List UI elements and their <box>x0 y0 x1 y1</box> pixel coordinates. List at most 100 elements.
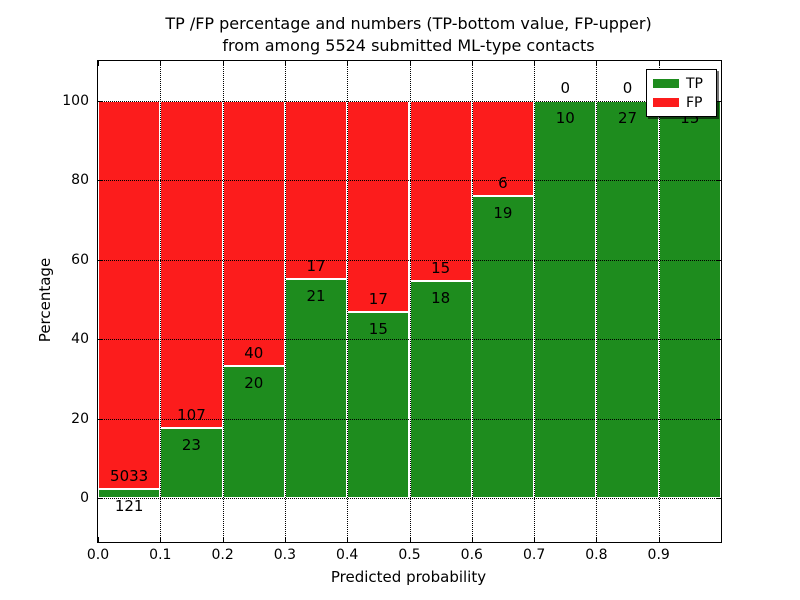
fp-count-label: 107 <box>177 405 206 424</box>
fp-count-label: 0 <box>622 78 633 97</box>
tp-bar-bin-0 <box>98 488 161 499</box>
x-tick-label: 0.4 <box>336 547 359 563</box>
y-tick-right <box>716 498 721 500</box>
legend-swatch-tp <box>653 79 679 88</box>
fp-bar-bin-1 <box>160 100 223 428</box>
tp-count-label: 10 <box>555 108 575 127</box>
chart-title-line2: from among 5524 submitted ML-type contac… <box>222 36 595 55</box>
x-axis-label: Predicted probability <box>330 568 487 586</box>
tp-bar-bin-4 <box>347 311 410 499</box>
x-tick-top <box>596 61 598 66</box>
x-tick-top <box>471 61 473 66</box>
y-tick-right <box>716 339 721 341</box>
x-tick-label: 0.8 <box>585 547 608 563</box>
x-tick <box>160 537 162 542</box>
chart-title-line1: TP /FP percentage and numbers (TP-bottom… <box>165 14 652 33</box>
x-tick <box>222 537 224 542</box>
x-tick <box>596 537 598 542</box>
y-tick-label: 40 <box>71 331 89 348</box>
fp-count-label: 6 <box>498 174 508 193</box>
legend-swatch-fp <box>653 98 679 107</box>
tp-count-label: 27 <box>618 108 638 127</box>
tp-count-label: 19 <box>493 204 513 223</box>
y-tick-label: 60 <box>71 251 89 268</box>
x-tick-label: 0.7 <box>522 547 546 563</box>
gridline-vertical <box>222 61 224 542</box>
x-tick <box>534 537 536 542</box>
legend-entry-fp: FP <box>653 96 710 110</box>
tp-bar-bin-1 <box>160 427 223 499</box>
fp-count-label: 40 <box>244 343 264 362</box>
x-tick <box>658 537 660 542</box>
legend-label-fp: FP <box>686 94 703 111</box>
gridline-vertical <box>409 61 411 542</box>
x-tick <box>98 537 99 542</box>
tp-count-label: 15 <box>368 319 388 338</box>
fp-bar-bin-3 <box>284 100 348 279</box>
x-tick-top <box>409 61 411 66</box>
gridline-vertical <box>471 61 473 542</box>
tp-bar-bin-6 <box>471 196 535 499</box>
x-tick-top <box>222 61 224 66</box>
x-tick-label: 0.3 <box>273 547 297 563</box>
x-tick <box>409 537 411 542</box>
x-tick-label: 0.6 <box>460 547 483 563</box>
y-tick <box>98 100 103 102</box>
tp-count-label: 23 <box>181 435 201 454</box>
gridline-vertical <box>160 61 162 542</box>
plot-area: TP FP 5033 121 107 23 40 20 17 21 17 15 15 18 6 19 0 10 0… <box>62 60 722 563</box>
gridline-vertical <box>658 61 660 542</box>
fp-bar-bin-0 <box>98 100 161 489</box>
y-tick-right <box>716 418 721 420</box>
y-tick-right <box>716 180 721 182</box>
x-tick-label: 0.2 <box>211 547 234 563</box>
fp-count-label: 0 <box>560 78 571 97</box>
fp-bar-bin-5 <box>409 100 472 282</box>
tp-count-label: 18 <box>431 289 451 308</box>
fp-bar-bin-4 <box>347 100 410 312</box>
y-tick-label: 20 <box>71 410 89 427</box>
chart-title: TP /FP percentage and numbers (TP-bottom… <box>97 13 720 57</box>
legend-entry-tp: TP <box>653 77 710 91</box>
fp-count-label: 17 <box>368 289 388 308</box>
tp-bar-bin-8 <box>596 100 659 499</box>
x-tick-top <box>98 61 99 66</box>
x-tick <box>347 537 349 542</box>
fp-bar-bin-6 <box>471 100 535 197</box>
x-tick-label: 0.1 <box>149 547 172 563</box>
y-tick-label: 100 <box>62 92 89 109</box>
x-tick <box>471 537 473 542</box>
tp-bar-bin-3 <box>284 278 348 499</box>
y-tick <box>98 259 103 261</box>
tp-count-label: 21 <box>306 286 326 305</box>
tp-count-label: 121 <box>114 496 144 515</box>
x-tick-top <box>534 61 536 66</box>
fp-count-label: 15 <box>431 259 451 278</box>
tp-bar-bin-5 <box>409 281 472 499</box>
tp-bar-bin-9 <box>658 100 721 499</box>
tp-count-label: 20 <box>244 373 264 392</box>
x-tick-top <box>160 61 162 66</box>
gridline-vertical <box>284 61 286 542</box>
gridline-vertical <box>534 61 536 542</box>
y-tick-label: 0 <box>80 490 89 507</box>
fp-count-label: 17 <box>306 256 326 275</box>
legend: TP FP <box>646 69 717 117</box>
x-tick-top <box>284 61 286 66</box>
x-tick-top <box>658 61 660 66</box>
gridline-vertical <box>596 61 598 542</box>
tp-bar-bin-7 <box>534 100 597 499</box>
x-tick-top <box>347 61 349 66</box>
y-tick-right <box>716 259 721 261</box>
y-tick-label: 80 <box>71 172 89 189</box>
fp-bar-bin-2 <box>222 100 285 366</box>
y-tick <box>98 498 103 500</box>
x-tick-label: 0.5 <box>398 547 421 563</box>
gridline-vertical <box>347 61 349 542</box>
y-tick-right <box>716 100 721 102</box>
y-tick <box>98 180 103 182</box>
y-tick <box>98 418 103 420</box>
x-tick-label: 0.0 <box>86 547 110 563</box>
